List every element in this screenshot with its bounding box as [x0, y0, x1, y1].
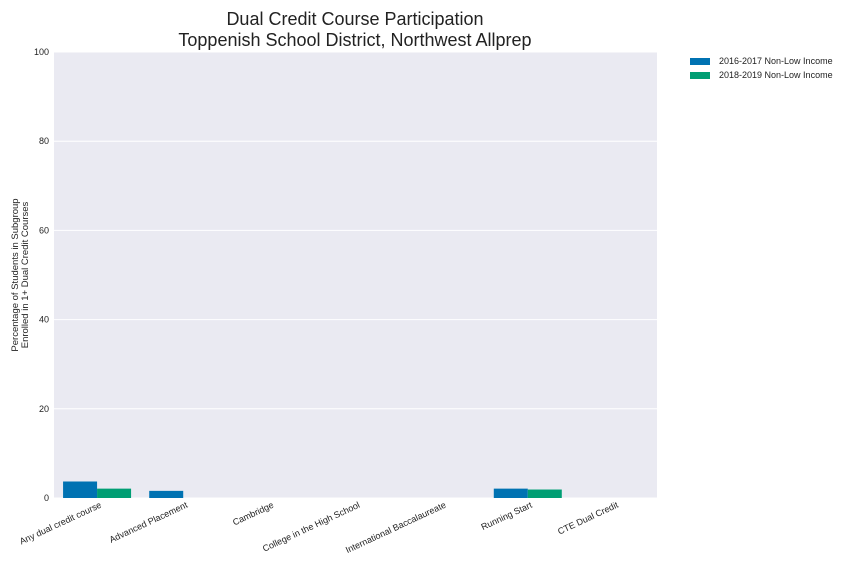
bar	[149, 490, 184, 498]
x-tick-label: Any dual credit course	[18, 500, 103, 547]
legend-label: 2018-2019 Non-Low Income	[719, 70, 833, 80]
plot-area	[54, 52, 657, 498]
y-tick-label: 60	[39, 225, 49, 235]
y-axis-label-line2: Enrolled in 1+ Dual Credit Courses	[20, 201, 31, 348]
legend-swatch	[690, 71, 710, 79]
legend-swatch	[690, 57, 710, 65]
x-tick-label: CTE Dual Credit	[556, 500, 620, 537]
legend-item: 2016-2017 Non-Low Income	[690, 54, 833, 68]
y-tick-label: 80	[39, 136, 49, 146]
y-tick-label: 40	[39, 315, 49, 325]
y-tick-label: 20	[39, 404, 49, 414]
x-tick-label: Cambridge	[231, 500, 275, 528]
chart-title: Dual Credit Course Participation	[226, 9, 484, 29]
y-tick-label: 0	[44, 493, 49, 503]
bar	[63, 481, 98, 498]
chart-subtitle: Toppenish School District, Northwest All…	[178, 30, 532, 50]
legend-label: 2016-2017 Non-Low Income	[719, 56, 833, 66]
legend: 2016-2017 Non-Low Income 2018-2019 Non-Lo…	[690, 54, 833, 82]
legend-item: 2018-2019 Non-Low Income	[690, 68, 833, 82]
bar	[493, 488, 528, 498]
y-axis-label-line1: Percentage of Students in Subgroup	[10, 198, 21, 351]
bar	[527, 489, 562, 498]
x-tick-label: Advanced Placement	[108, 500, 190, 545]
x-tick-label: Running Start	[480, 500, 535, 533]
bar	[97, 488, 132, 498]
y-tick-label: 100	[34, 47, 49, 57]
